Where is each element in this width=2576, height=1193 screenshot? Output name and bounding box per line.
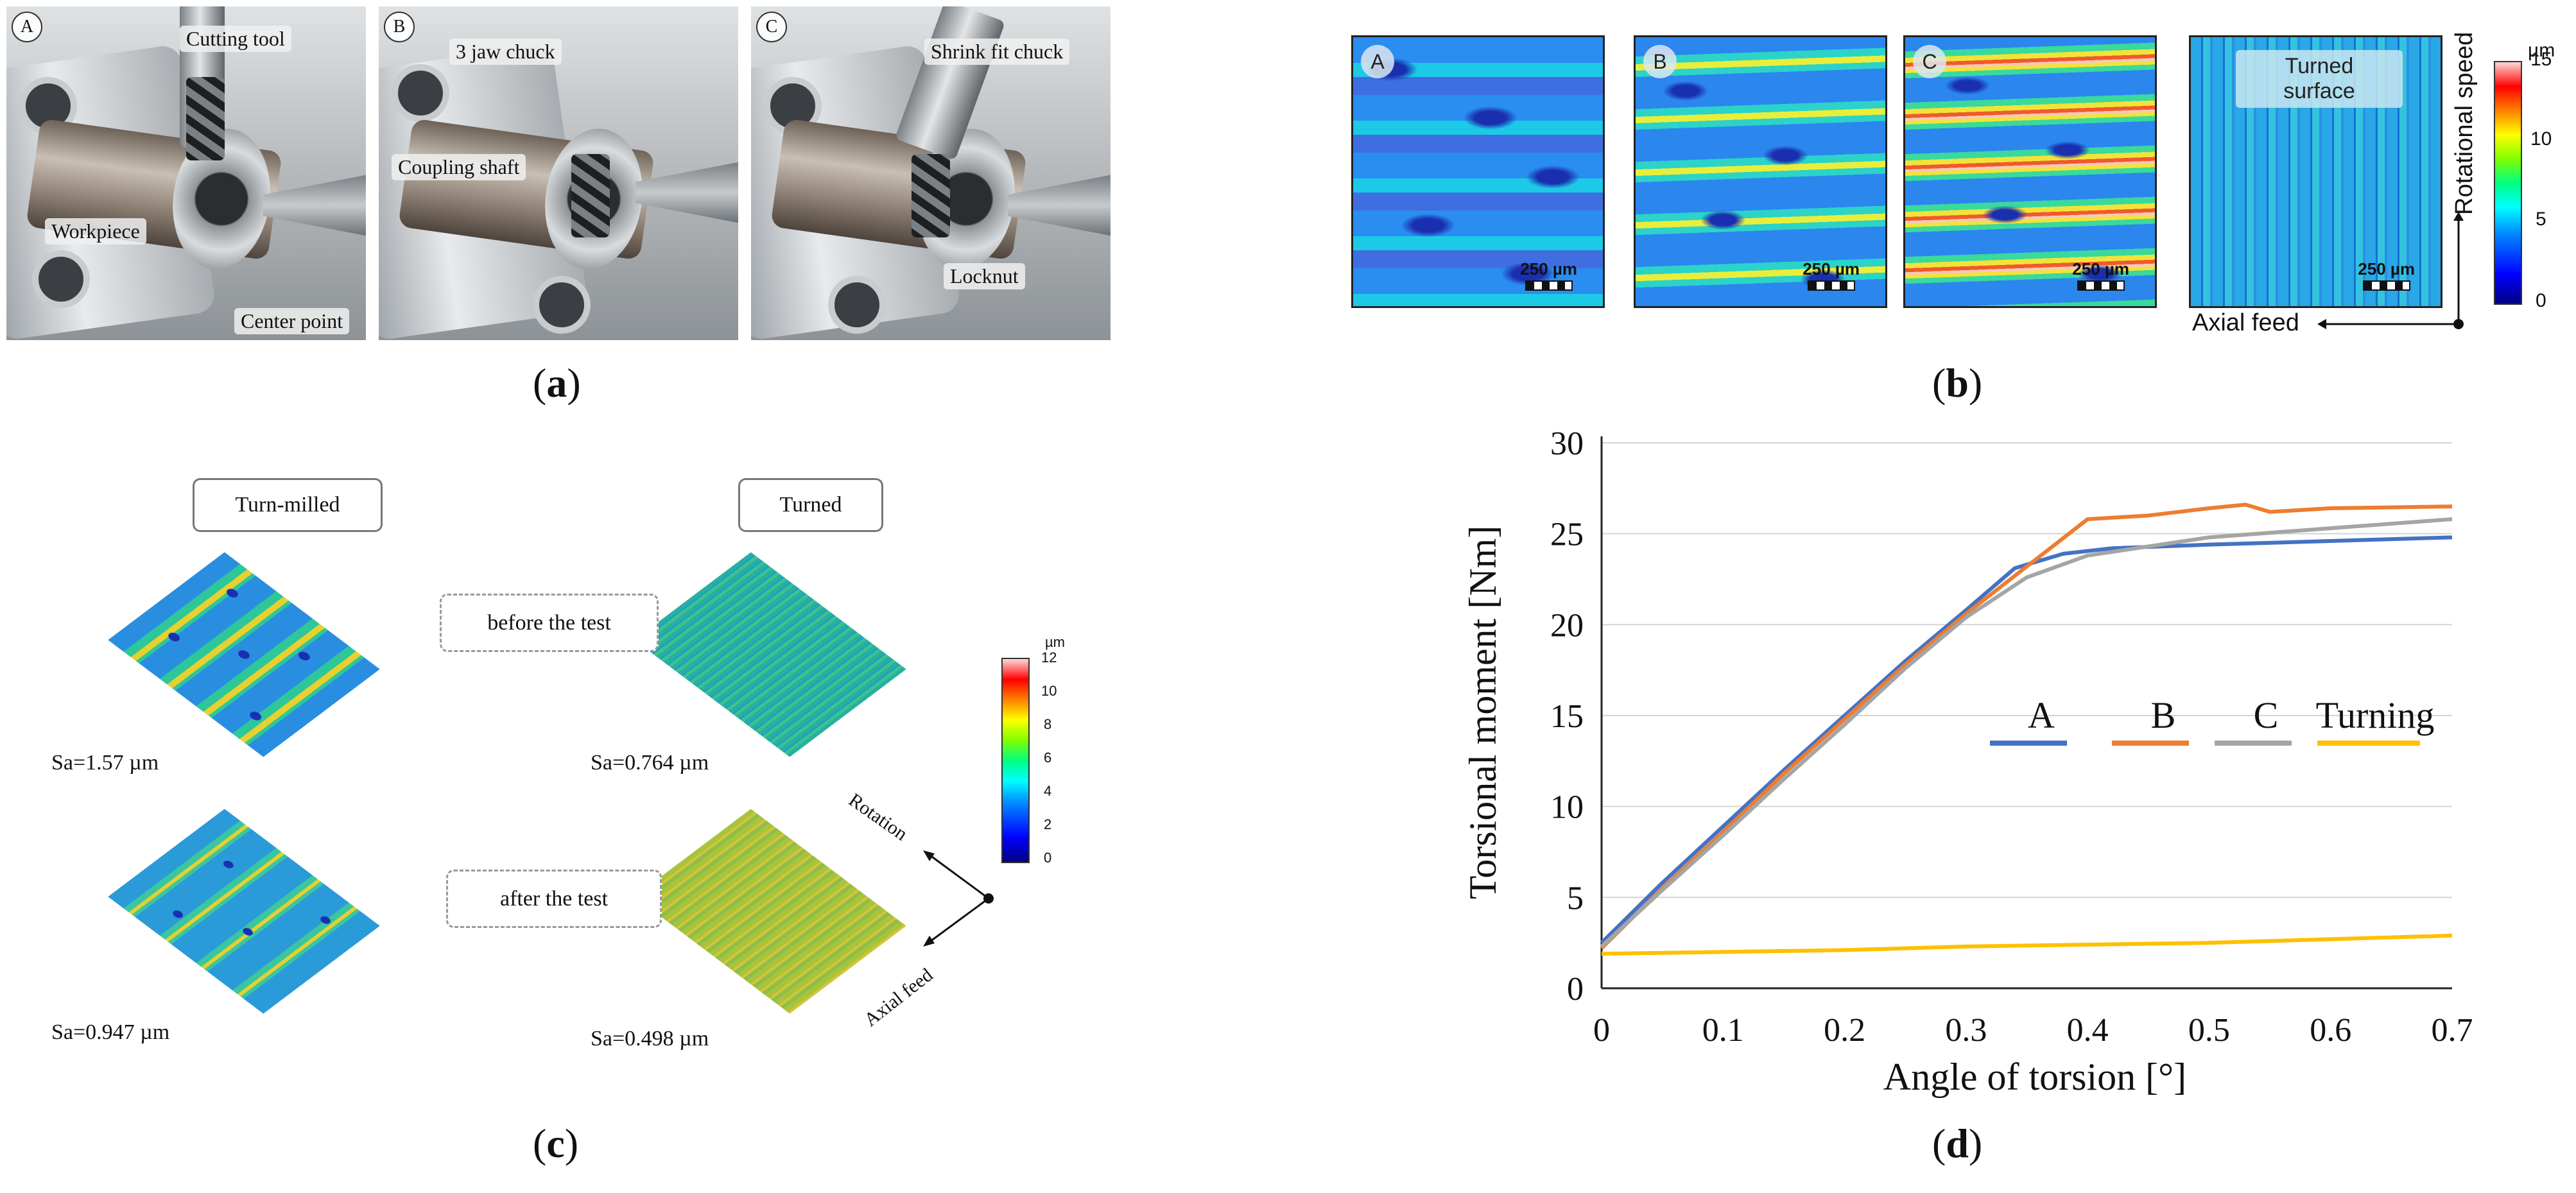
colorbar-c-tick-8: 8 bbox=[1044, 716, 1052, 732]
map-turned-scalebar: 250 µm bbox=[2358, 259, 2415, 291]
surface-turned-before bbox=[634, 552, 906, 757]
x-tick-0.7: 0.7 bbox=[2432, 1012, 2473, 1049]
axis-rotational-speed: Rotational speed bbox=[2451, 31, 2478, 215]
y-tick-0: 0 bbox=[1567, 971, 1584, 1008]
header-turned: Turned bbox=[738, 478, 883, 532]
label-center-point: Center point bbox=[234, 308, 350, 334]
label-shrink-fit-chuck: Shrink fit chuck bbox=[924, 39, 1070, 65]
colorbar-c-tick-6: 6 bbox=[1044, 750, 1052, 766]
x-tick-0.1: 0.1 bbox=[1702, 1012, 1744, 1049]
legend-label-a: A bbox=[2028, 694, 2055, 736]
series-line-turning bbox=[1601, 933, 2453, 956]
x-tick-0.2: 0.2 bbox=[1824, 1012, 1865, 1049]
series-line-a bbox=[1600, 535, 2453, 945]
colorbar-b-tick-5: 5 bbox=[2536, 209, 2546, 230]
map-c-letter: C bbox=[1913, 45, 1946, 78]
y-tick-25: 25 bbox=[1550, 517, 1584, 553]
colorbar-b-tick-10: 10 bbox=[2530, 128, 2552, 150]
caption-b: (b) bbox=[1932, 360, 1983, 406]
legend-label-b: B bbox=[2151, 694, 2176, 736]
x-tick-0.3: 0.3 bbox=[1945, 1012, 1987, 1049]
sa-turn-milled-before: Sa=1.57 µm bbox=[51, 751, 159, 775]
map-b-scalebar: 250 µm bbox=[1802, 259, 1860, 291]
y-tick-5: 5 bbox=[1567, 880, 1584, 916]
colorbar-b bbox=[2494, 61, 2522, 305]
render-b-setup: B 3 jaw chuck Coupling shaft bbox=[379, 6, 738, 340]
label-cutting-tool: Cutting tool bbox=[180, 26, 291, 52]
legend-label-c: C bbox=[2254, 694, 2279, 736]
map-c-scalebar: 250 µm bbox=[2072, 259, 2129, 291]
x-tick-0.6: 0.6 bbox=[2310, 1012, 2351, 1049]
render-c-setup: C Shrink fit chuck Locknut bbox=[751, 6, 1111, 340]
header-turn-milled: Turn-milled bbox=[193, 478, 383, 532]
colorbar-b-tick-15: 15 bbox=[2530, 49, 2552, 70]
chart-axes bbox=[1600, 436, 2452, 990]
x-tick-0: 0 bbox=[1593, 1012, 1610, 1049]
chart-y-axis-label: Torsional moment [Nm] bbox=[1462, 526, 1504, 899]
colorbar-c-tick-12: 12 bbox=[1041, 649, 1057, 665]
render-a-letter: A bbox=[12, 12, 42, 42]
label-workpiece: Workpiece bbox=[45, 218, 146, 245]
chart-gridlines bbox=[1602, 442, 2452, 898]
series-line-c bbox=[1600, 517, 2453, 948]
sa-turned-before: Sa=0.764 µm bbox=[591, 751, 709, 775]
map-turned-surface: Turned surface 250 µm bbox=[2189, 35, 2442, 308]
colorbar-c-tick-0: 0 bbox=[1044, 850, 1052, 866]
y-tick-10: 10 bbox=[1550, 789, 1584, 826]
map-b-letter: B bbox=[1643, 45, 1677, 78]
colorbar-c-tick-4: 4 bbox=[1044, 783, 1052, 799]
label-coupling-shaft: Coupling shaft bbox=[392, 154, 526, 180]
panel-c-axes-arrows bbox=[923, 850, 994, 947]
x-tick-0.4: 0.4 bbox=[2067, 1012, 2109, 1049]
render-a-setup: A Cutting tool Workpiece Center point bbox=[6, 6, 366, 340]
y-tick-15: 15 bbox=[1550, 698, 1584, 735]
y-tick-30: 30 bbox=[1550, 425, 1584, 462]
colorbar-b-tick-0: 0 bbox=[2536, 290, 2546, 311]
axis-axial-feed-b: Axial feed bbox=[2192, 309, 2299, 336]
colorbar-c-unit: µm bbox=[1045, 634, 1066, 650]
caption-c: (c) bbox=[533, 1120, 579, 1166]
chart-legend: A B C Turning bbox=[1990, 694, 2435, 746]
colorbar-b-unit: µm bbox=[2528, 40, 2555, 61]
surface-turn-milled-after bbox=[108, 809, 380, 1014]
label-before-the-test: before the test bbox=[440, 594, 659, 652]
legend-label-turning: Turning bbox=[2316, 694, 2435, 736]
map-a-scalebar: 250 µm bbox=[1520, 259, 1577, 291]
surface-turned-after bbox=[634, 809, 906, 1014]
sa-turned-after: Sa=0.498 µm bbox=[591, 1027, 709, 1051]
chart-x-axis-label: Angle of torsion [°] bbox=[1883, 1056, 2186, 1098]
label-locknut: Locknut bbox=[944, 263, 1025, 289]
surface-turn-milled-before bbox=[108, 552, 380, 757]
map-turned-label: Turned surface bbox=[2236, 50, 2403, 108]
chart-tick-labels: 0 5 10 15 20 25 30 0 0.1 0.2 0.3 0.4 0.5 0.6 0.7 bbox=[1550, 425, 2473, 1049]
series-line-b bbox=[1600, 502, 2453, 950]
panel-b-axes-arrows bbox=[2317, 212, 2464, 329]
chart-series-lines bbox=[1600, 502, 2453, 956]
colorbar-c bbox=[1001, 658, 1030, 863]
label-3-jaw-chuck: 3 jaw chuck bbox=[449, 39, 562, 65]
map-a-letter: A bbox=[1361, 45, 1394, 78]
map-a: A 250 µm bbox=[1351, 35, 1605, 308]
axis-rotation-c: Rotation bbox=[845, 789, 912, 845]
map-b: B 250 µm bbox=[1634, 35, 1887, 308]
render-c-letter: C bbox=[756, 12, 787, 42]
caption-d: (d) bbox=[1932, 1120, 1983, 1166]
colorbar-c-tick-2: 2 bbox=[1044, 816, 1052, 832]
render-b-letter: B bbox=[384, 12, 415, 42]
map-c: C 250 µm bbox=[1903, 35, 2157, 308]
y-tick-20: 20 bbox=[1550, 607, 1584, 644]
x-tick-0.5: 0.5 bbox=[2188, 1012, 2230, 1049]
label-after-the-test: after the test bbox=[446, 870, 662, 928]
colorbar-c-tick-10: 10 bbox=[1041, 683, 1057, 699]
sa-turn-milled-after: Sa=0.947 µm bbox=[51, 1020, 170, 1044]
torsion-chart: 0 5 10 15 20 25 30 0 0.1 0.2 0.3 0.4 0.5 0.6 0.7 A B C Tu… bbox=[1462, 425, 2473, 1098]
caption-a: (a) bbox=[533, 360, 581, 406]
